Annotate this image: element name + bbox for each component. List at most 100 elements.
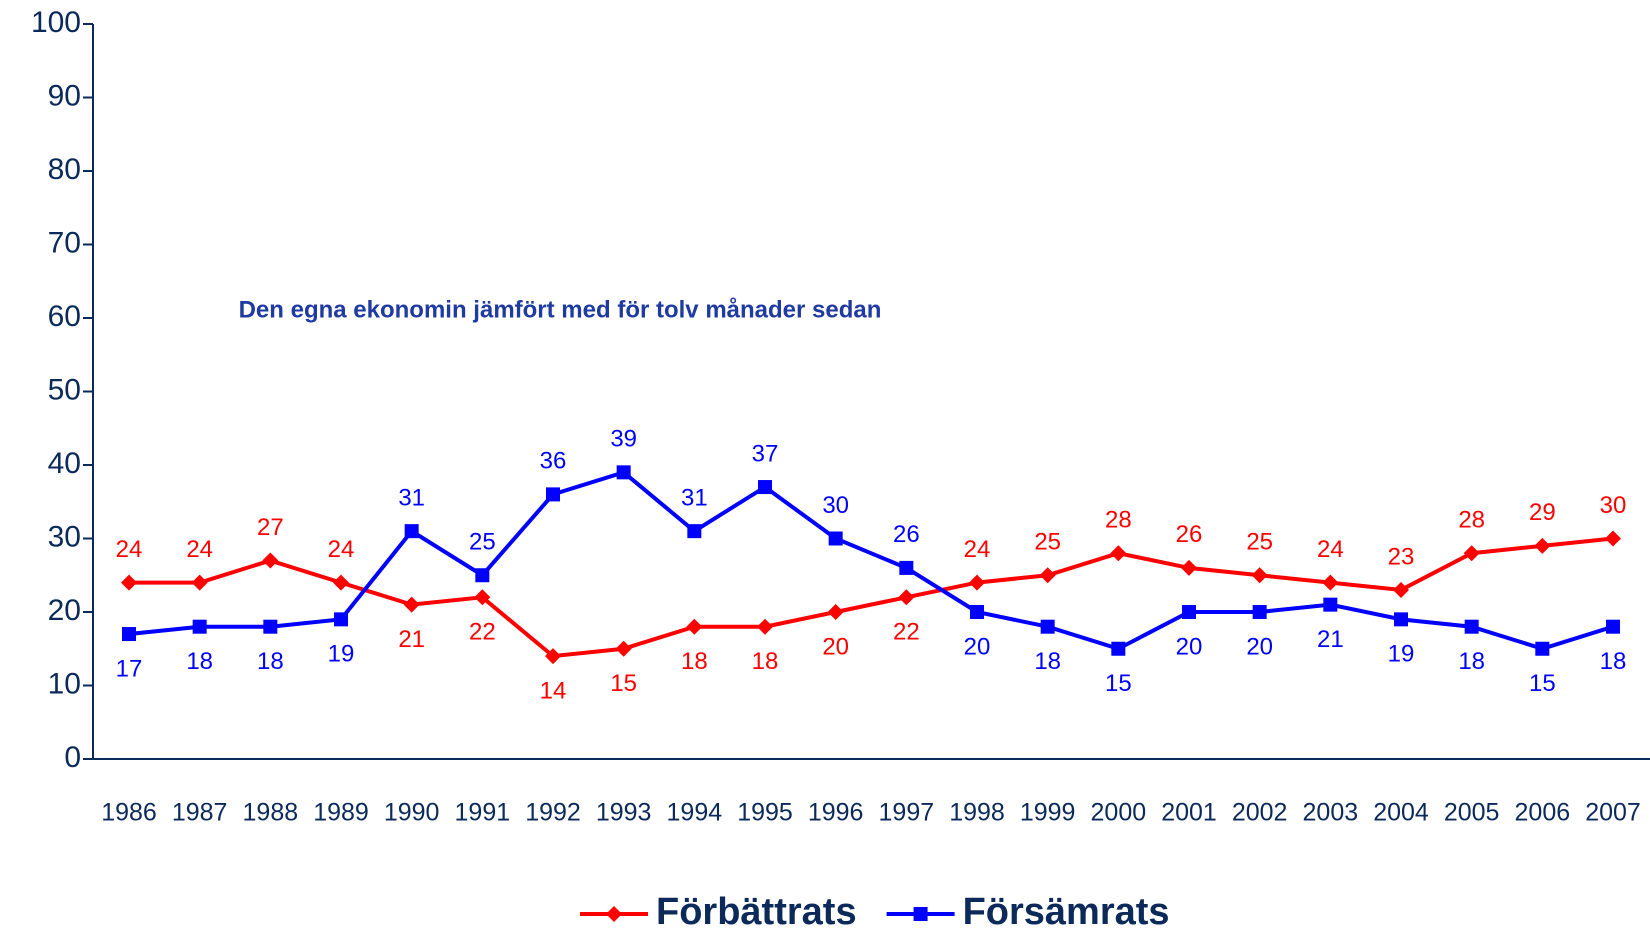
data-label: 25 <box>1034 529 1061 556</box>
data-label: 27 <box>257 514 284 541</box>
data-label: 18 <box>1034 648 1061 675</box>
data-label: 20 <box>1176 633 1203 660</box>
marker <box>192 619 207 634</box>
marker <box>1110 545 1127 562</box>
x-tick-label: 2002 <box>1232 799 1288 827</box>
marker <box>899 560 914 575</box>
data-label: 24 <box>964 536 991 563</box>
marker <box>687 524 702 539</box>
data-label: 23 <box>1388 543 1415 570</box>
marker <box>616 465 631 480</box>
y-tick-label: 80 <box>48 153 81 186</box>
y-tick-label: 70 <box>48 226 81 259</box>
x-tick-label: 1991 <box>455 799 511 827</box>
data-label: 20 <box>822 633 849 660</box>
marker <box>1463 545 1480 562</box>
data-label: 21 <box>1317 626 1344 653</box>
x-tick-label: 1994 <box>667 799 723 827</box>
data-label: 15 <box>1529 670 1556 697</box>
series-line <box>128 470 1614 651</box>
data-label: 30 <box>822 492 849 519</box>
marker <box>545 648 561 665</box>
marker <box>827 604 844 620</box>
marker <box>474 589 491 606</box>
x-tick-label: 1986 <box>101 799 157 827</box>
marker <box>828 531 843 546</box>
series-line <box>129 536 1614 659</box>
marker <box>1535 641 1550 656</box>
data-label: 15 <box>1105 670 1132 697</box>
x-tick-label: 1995 <box>737 799 793 827</box>
x-tick-label: 1998 <box>949 799 1005 827</box>
marker <box>262 552 279 569</box>
y-tick-label: 20 <box>48 594 81 627</box>
data-label: 18 <box>681 648 708 675</box>
y-tick-label: 0 <box>64 741 81 774</box>
marker <box>1605 530 1621 547</box>
marker <box>606 906 622 922</box>
data-label: 21 <box>398 626 425 653</box>
marker <box>1606 619 1620 634</box>
x-tick-label: 1996 <box>808 799 864 827</box>
data-label: 24 <box>1317 536 1344 563</box>
y-tick-label: 10 <box>48 667 81 700</box>
data-label: 36 <box>540 448 567 475</box>
x-tick-label: 2004 <box>1373 799 1429 827</box>
marker <box>1534 537 1551 554</box>
marker <box>191 574 208 591</box>
x-tick-label: 1992 <box>525 799 581 827</box>
data-label: 31 <box>681 484 708 511</box>
x-tick-label: 1993 <box>596 799 652 827</box>
x-tick-label: 1999 <box>1020 799 1076 827</box>
marker <box>334 612 348 627</box>
y-tick-label: 40 <box>48 447 81 480</box>
marker <box>475 568 490 583</box>
data-label: 26 <box>1176 521 1203 548</box>
marker <box>263 619 278 634</box>
x-tick-label: 1997 <box>879 799 935 827</box>
marker <box>1111 641 1126 656</box>
x-tick-label: 1987 <box>172 799 228 827</box>
data-label: 29 <box>1529 499 1556 526</box>
data-label: 25 <box>1246 529 1273 556</box>
marker <box>122 627 136 642</box>
marker <box>1181 559 1197 576</box>
data-label: 31 <box>398 484 425 511</box>
x-tick-label: 2007 <box>1585 799 1641 827</box>
data-label: 22 <box>893 619 920 646</box>
marker <box>121 574 137 591</box>
marker <box>1394 612 1408 627</box>
data-label: 18 <box>1600 648 1627 675</box>
marker <box>546 487 560 502</box>
marker <box>403 596 420 613</box>
y-tick-label: 90 <box>48 79 81 112</box>
data-label: 30 <box>1600 492 1627 519</box>
x-tick-label: 2006 <box>1515 799 1571 827</box>
marker <box>1393 581 1409 598</box>
data-label: 39 <box>610 426 637 453</box>
y-tick-label: 100 <box>31 6 81 39</box>
x-tick-label: 2003 <box>1303 799 1359 827</box>
data-label: 19 <box>328 641 355 668</box>
data-label: 18 <box>186 648 213 675</box>
data-label: 19 <box>1388 641 1415 668</box>
x-tick-label: 2001 <box>1161 799 1217 827</box>
y-tick-label: 30 <box>48 520 81 553</box>
marker <box>1252 605 1267 619</box>
data-label: 26 <box>893 521 920 548</box>
marker <box>1040 619 1055 634</box>
data-label: 24 <box>116 536 143 563</box>
marker <box>757 618 773 635</box>
x-tick-label: 1990 <box>384 799 440 827</box>
data-label: 28 <box>1105 507 1132 534</box>
x-tick-label: 1988 <box>243 799 299 827</box>
data-label: 18 <box>257 648 284 675</box>
marker <box>404 524 419 539</box>
y-tick-label: 60 <box>48 300 81 333</box>
marker <box>1182 605 1196 619</box>
x-tick-label: 2005 <box>1444 799 1500 827</box>
x-tick-label: 1989 <box>313 799 369 827</box>
data-label: 18 <box>1458 648 1485 675</box>
legend-label: Försämrats <box>963 891 1170 933</box>
